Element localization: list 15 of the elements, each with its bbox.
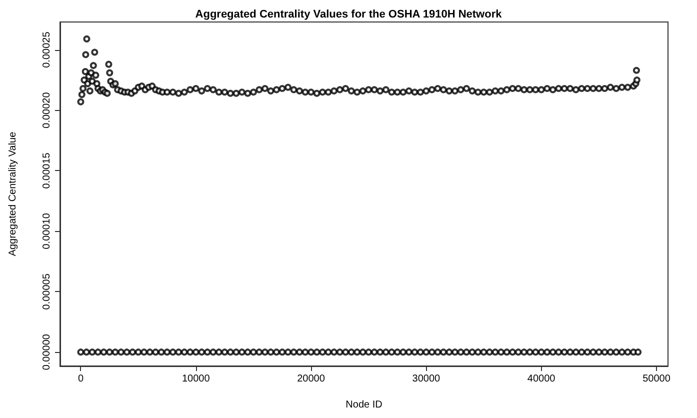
- x-axis-title: Node ID: [346, 400, 382, 410]
- y-tick-label: 0.00015: [42, 152, 52, 189]
- y-tick-label: 0.00010: [42, 212, 52, 250]
- y-tick-label: 0.00025: [42, 31, 52, 68]
- x-tick-label: 10000: [182, 374, 210, 384]
- chart-title: Aggregated Centrality Values for the OSHA 1910H Network: [195, 8, 503, 20]
- x-tick-label: 20000: [297, 374, 326, 384]
- y-tick-label: 0.00020: [42, 92, 52, 128]
- x-tick-label: 50000: [642, 374, 671, 384]
- y-axis-title: Aggregated Centrality Value: [8, 131, 18, 256]
- x-tick-label: 40000: [527, 374, 556, 384]
- y-tick-label: 0.00000: [42, 334, 52, 370]
- x-tick-label: 30000: [412, 374, 441, 384]
- y-tick-label: 0.00005: [42, 273, 52, 310]
- x-tick-label: 0: [78, 374, 84, 384]
